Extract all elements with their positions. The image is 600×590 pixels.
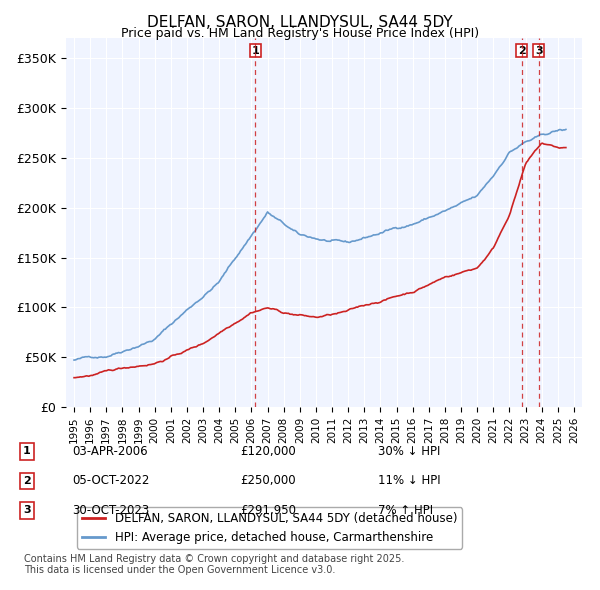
Text: £120,000: £120,000 [240, 445, 296, 458]
Text: 2: 2 [23, 476, 31, 486]
Text: 1: 1 [251, 46, 259, 55]
Text: 3: 3 [23, 506, 31, 515]
Text: 03-APR-2006: 03-APR-2006 [72, 445, 148, 458]
Text: £291,950: £291,950 [240, 504, 296, 517]
Text: 3: 3 [535, 46, 543, 55]
Text: £250,000: £250,000 [240, 474, 296, 487]
Text: 05-OCT-2022: 05-OCT-2022 [72, 474, 149, 487]
Legend: DELFAN, SARON, LLANDYSUL, SA44 5DY (detached house), HPI: Average price, detache: DELFAN, SARON, LLANDYSUL, SA44 5DY (deta… [77, 507, 462, 549]
Text: 30% ↓ HPI: 30% ↓ HPI [378, 445, 440, 458]
Text: 7% ↑ HPI: 7% ↑ HPI [378, 504, 433, 517]
Text: 30-OCT-2023: 30-OCT-2023 [72, 504, 149, 517]
Text: 1: 1 [23, 447, 31, 456]
Text: 11% ↓ HPI: 11% ↓ HPI [378, 474, 440, 487]
Text: DELFAN, SARON, LLANDYSUL, SA44 5DY: DELFAN, SARON, LLANDYSUL, SA44 5DY [147, 15, 453, 30]
Text: Contains HM Land Registry data © Crown copyright and database right 2025.
This d: Contains HM Land Registry data © Crown c… [24, 553, 404, 575]
Text: 2: 2 [518, 46, 526, 55]
Text: Price paid vs. HM Land Registry's House Price Index (HPI): Price paid vs. HM Land Registry's House … [121, 27, 479, 40]
